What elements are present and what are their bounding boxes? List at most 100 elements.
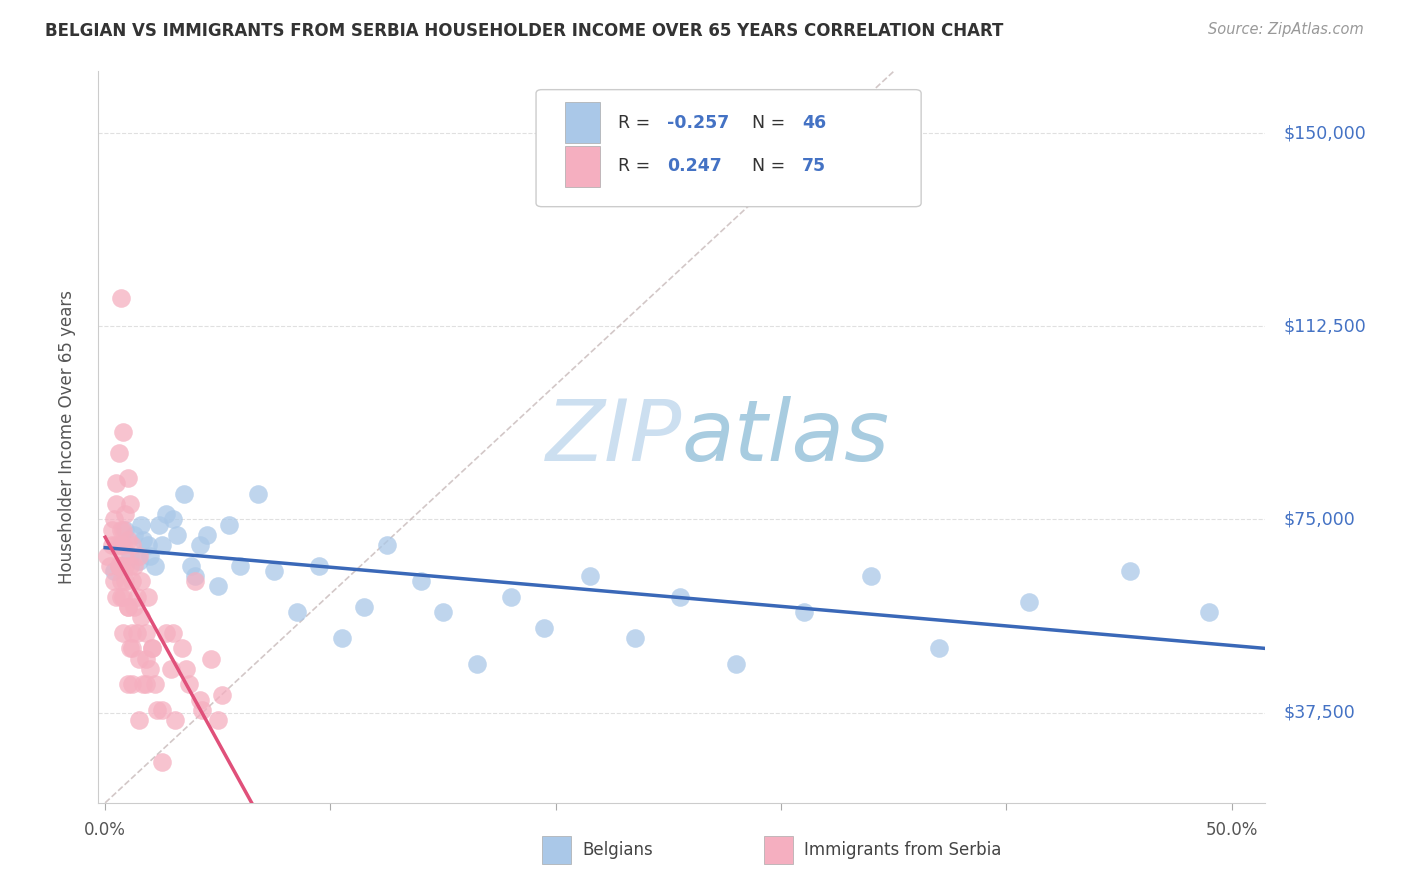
Point (143, 558, 166, 573)
Point (121, 677, 143, 691)
Point (98, 558, 121, 573)
Point (118, 558, 141, 573)
Point (143, 677, 166, 691)
Point (101, 538, 124, 552)
Text: ZIP: ZIP (546, 395, 682, 479)
Point (107, 538, 129, 552)
Point (105, 497, 128, 511)
Point (177, 677, 200, 691)
Point (163, 714, 186, 728)
Point (107, 445, 129, 459)
Point (207, 579, 229, 593)
Point (125, 625, 148, 640)
Point (533, 621, 555, 635)
Point (188, 538, 211, 552)
Point (162, 625, 184, 640)
Point (263, 564, 285, 578)
Point (170, 641, 193, 656)
Point (121, 625, 143, 640)
Point (174, 662, 197, 676)
Point (114, 549, 136, 563)
Point (207, 714, 229, 728)
Y-axis label: Householder Income Over 65 years: Householder Income Over 65 years (58, 290, 76, 584)
Bar (541, 837, 571, 864)
Point (159, 662, 181, 676)
Point (118, 497, 141, 511)
Text: 0.247: 0.247 (666, 158, 721, 176)
Point (132, 677, 155, 691)
Point (121, 574, 143, 589)
Point (135, 625, 157, 640)
Point (124, 528, 146, 542)
Point (105, 476, 128, 491)
Point (112, 625, 135, 640)
Point (409, 574, 432, 589)
Point (114, 574, 136, 589)
Text: $150,000: $150,000 (1284, 124, 1367, 142)
Point (135, 677, 157, 691)
Text: Immigrants from Serbia: Immigrants from Serbia (804, 841, 1002, 859)
Bar (763, 837, 793, 864)
Point (112, 425, 135, 439)
Point (110, 590, 132, 604)
Point (578, 569, 600, 583)
Point (146, 703, 169, 717)
FancyBboxPatch shape (536, 90, 921, 207)
Point (110, 558, 132, 573)
Point (928, 641, 950, 656)
Point (136, 590, 159, 604)
Bar (565, 146, 600, 186)
Point (247, 487, 270, 501)
Point (499, 590, 522, 604)
Point (117, 600, 139, 615)
Point (114, 558, 136, 573)
Point (112, 590, 135, 604)
Point (724, 657, 747, 671)
Text: Source: ZipAtlas.com: Source: ZipAtlas.com (1208, 22, 1364, 37)
Point (96, 549, 118, 563)
Point (1198, 605, 1220, 619)
Point (173, 487, 195, 501)
Text: N =: N = (752, 113, 790, 131)
Point (117, 677, 139, 691)
Point (200, 651, 222, 665)
Point (188, 693, 211, 707)
Point (117, 600, 139, 615)
Point (150, 755, 173, 769)
Point (623, 631, 645, 645)
Point (128, 714, 150, 728)
Point (125, 590, 148, 604)
Point (103, 574, 125, 589)
Text: 46: 46 (801, 113, 827, 131)
Point (155, 625, 177, 640)
Point (148, 517, 170, 532)
Point (114, 508, 136, 522)
Point (124, 558, 146, 573)
Point (184, 574, 207, 589)
Point (128, 549, 150, 563)
Text: N =: N = (752, 158, 790, 176)
Point (139, 662, 162, 676)
Point (105, 538, 128, 552)
Point (117, 533, 139, 547)
Point (128, 554, 150, 568)
Point (112, 523, 135, 537)
Point (110, 523, 132, 537)
Point (1018, 595, 1040, 609)
Point (107, 558, 129, 573)
Point (121, 641, 143, 656)
Point (353, 600, 375, 615)
Text: $75,000: $75,000 (1284, 510, 1355, 528)
Point (110, 574, 132, 589)
Text: R =: R = (617, 158, 661, 176)
Text: -0.257: -0.257 (666, 113, 728, 131)
Text: 50.0%: 50.0% (1205, 821, 1258, 838)
Point (135, 651, 157, 665)
Point (117, 471, 139, 485)
Point (1119, 564, 1142, 578)
Point (793, 605, 815, 619)
Point (218, 517, 240, 532)
Point (195, 528, 218, 542)
Point (129, 517, 152, 532)
Point (136, 538, 159, 552)
